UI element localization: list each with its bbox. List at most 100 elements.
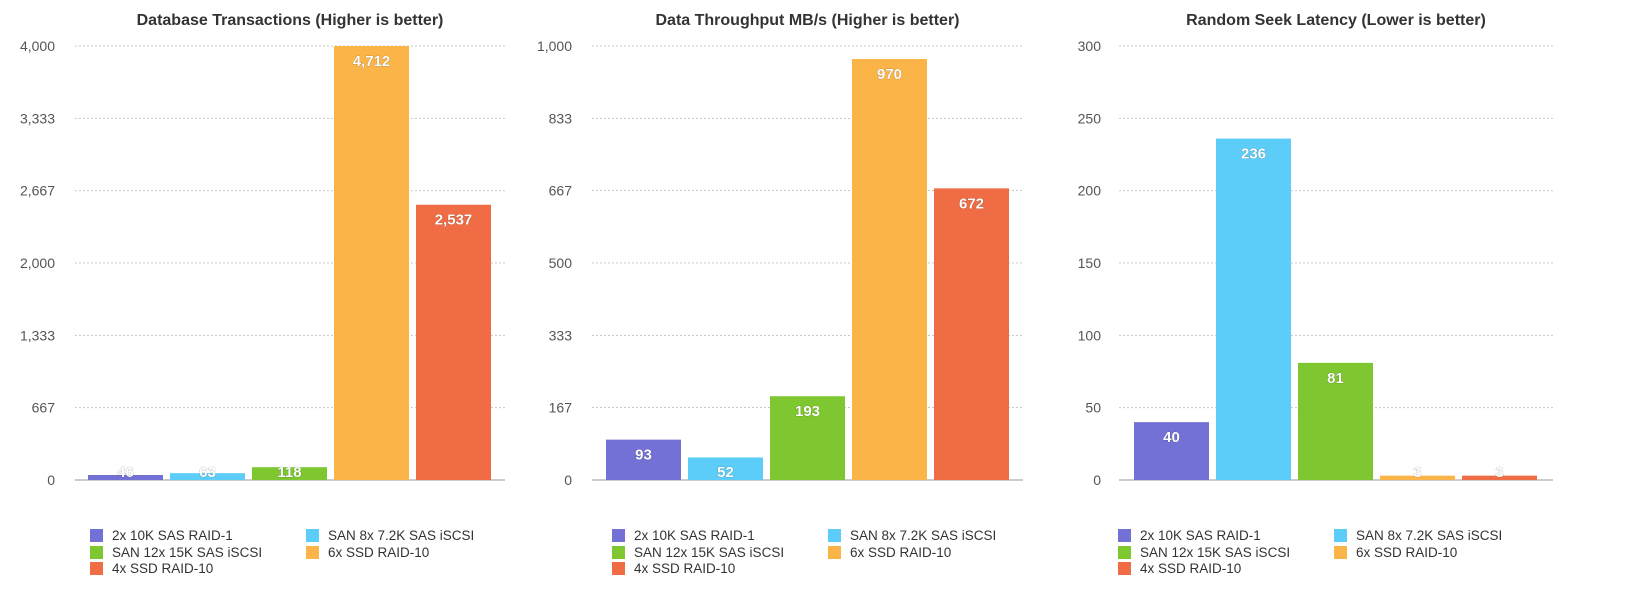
legend-label: 6x SSD RAID-10 <box>328 545 429 560</box>
legend-item: SAN 8x 7.2K SAS iSCSI <box>1334 528 1502 543</box>
data-label: 236 <box>1241 146 1266 163</box>
chart-title: Random Seek Latency (Lower is better) <box>1186 12 1486 29</box>
chart-title: Data Throughput MB/s (Higher is better) <box>656 12 960 29</box>
data-label: 3 <box>1413 464 1421 481</box>
y-tick-label: 50 <box>1085 400 1101 416</box>
legend-label: 2x 10K SAS RAID-1 <box>1140 528 1261 543</box>
y-tick-label: 200 <box>1078 183 1102 199</box>
chart-panel-1: Database Transactions (Higher is better)… <box>20 12 505 576</box>
legend-label: SAN 8x 7.2K SAS iSCSI <box>1356 528 1502 543</box>
bar-san-8x-7-2k-sas-iscsi <box>688 457 763 480</box>
data-label: 63 <box>199 464 216 481</box>
bar-san-12x-15k-sas-iscsi <box>252 467 327 480</box>
legend-label: 6x SSD RAID-10 <box>850 545 951 560</box>
legend-swatch <box>306 546 319 559</box>
legend-swatch <box>1118 562 1131 575</box>
y-tick-label: 833 <box>549 110 573 126</box>
legend-label: 4x SSD RAID-10 <box>634 561 735 576</box>
y-tick-label: 4,000 <box>20 38 55 54</box>
legend-item: 4x SSD RAID-10 <box>90 561 213 576</box>
bar-san-8x-7-2k-sas-iscsi <box>1216 138 1291 480</box>
chart-panel-3: Random Seek Latency (Lower is better) 0 50… <box>1078 12 1553 576</box>
y-tick-label: 667 <box>549 183 573 199</box>
legend-item: 2x 10K SAS RAID-1 <box>1118 528 1261 543</box>
data-label: 2,537 <box>435 212 473 229</box>
y-tick-label: 2,667 <box>20 183 55 199</box>
bar-san-12x-15k-sas-iscsi <box>770 396 845 480</box>
data-label: 4,712 <box>353 53 391 70</box>
legend-swatch <box>1118 546 1131 559</box>
bar-6x-ssd-raid-10 <box>1380 475 1455 480</box>
bar-san-8x-7-2k-sas-iscsi <box>170 473 245 480</box>
bar-4x-ssd-raid-10 <box>934 188 1009 481</box>
bar-4x-ssd-raid-10 <box>416 204 491 480</box>
data-label: 52 <box>717 464 734 481</box>
chart-panel-2: Data Throughput MB/s (Higher is better) 0… <box>537 12 1023 576</box>
data-label: 672 <box>959 195 984 212</box>
legend-label: SAN 12x 15K SAS iSCSI <box>1140 545 1290 560</box>
data-label: 93 <box>635 447 652 464</box>
legend-swatch <box>90 546 103 559</box>
data-label: 3 <box>1495 464 1503 481</box>
y-tick-label: 1,000 <box>537 38 572 54</box>
legend-item: 4x SSD RAID-10 <box>1118 561 1241 576</box>
bar-2x-10k-sas-raid-1 <box>88 475 163 480</box>
y-tick-label: 1,333 <box>20 327 55 343</box>
bar-2x-10k-sas-raid-1 <box>1134 422 1209 480</box>
legend-label: 6x SSD RAID-10 <box>1356 545 1457 560</box>
legend-label: 4x SSD RAID-10 <box>1140 561 1241 576</box>
legend-item: 6x SSD RAID-10 <box>1334 545 1457 560</box>
legend-swatch <box>90 529 103 542</box>
legend-item: SAN 12x 15K SAS iSCSI <box>612 545 784 560</box>
bar-2x-10k-sas-raid-1 <box>606 439 681 480</box>
legend-label: SAN 12x 15K SAS iSCSI <box>112 545 262 560</box>
y-tick-label: 0 <box>1093 472 1101 488</box>
legend-swatch <box>1334 546 1347 559</box>
legend-swatch <box>612 529 625 542</box>
legend-item: SAN 8x 7.2K SAS iSCSI <box>306 528 474 543</box>
legend-item: SAN 8x 7.2K SAS iSCSI <box>828 528 996 543</box>
legend-label: SAN 8x 7.2K SAS iSCSI <box>328 528 474 543</box>
legend-item: 4x SSD RAID-10 <box>612 561 735 576</box>
y-tick-label: 250 <box>1078 110 1102 126</box>
legend-label: SAN 8x 7.2K SAS iSCSI <box>850 528 996 543</box>
legend-label: SAN 12x 15K SAS iSCSI <box>634 545 784 560</box>
legend-item: SAN 12x 15K SAS iSCSI <box>1118 545 1290 560</box>
y-tick-label: 100 <box>1078 327 1102 343</box>
legend-swatch <box>90 562 103 575</box>
data-label: 46 <box>117 464 134 481</box>
y-tick-label: 150 <box>1078 255 1102 271</box>
data-label: 81 <box>1327 370 1344 387</box>
legend-swatch <box>828 546 841 559</box>
y-tick-label: 333 <box>549 327 573 343</box>
chart-title: Database Transactions (Higher is better) <box>137 12 444 29</box>
data-label: 40 <box>1163 429 1180 446</box>
y-tick-label: 3,333 <box>20 110 55 126</box>
bar-san-12x-15k-sas-iscsi <box>1298 362 1373 480</box>
legend-label: 4x SSD RAID-10 <box>112 561 213 576</box>
legend-item: SAN 12x 15K SAS iSCSI <box>90 545 262 560</box>
legend-swatch <box>1334 529 1347 542</box>
y-tick-label: 2,000 <box>20 255 55 271</box>
legend-label: 2x 10K SAS RAID-1 <box>634 528 755 543</box>
y-tick-label: 167 <box>549 400 573 416</box>
y-tick-label: 0 <box>47 472 55 488</box>
legend-swatch <box>306 529 319 542</box>
legend-label: 2x 10K SAS RAID-1 <box>112 528 233 543</box>
bar-6x-ssd-raid-10 <box>334 46 409 480</box>
y-tick-label: 300 <box>1078 38 1102 54</box>
legend-swatch <box>828 529 841 542</box>
legend-item: 2x 10K SAS RAID-1 <box>612 528 755 543</box>
y-tick-label: 0 <box>564 472 572 488</box>
data-label: 118 <box>277 464 301 481</box>
legend-swatch <box>1118 529 1131 542</box>
bar-6x-ssd-raid-10 <box>852 59 927 481</box>
data-label: 970 <box>877 66 902 83</box>
legend-swatch <box>612 546 625 559</box>
legend-item: 2x 10K SAS RAID-1 <box>90 528 233 543</box>
bar-4x-ssd-raid-10 <box>1462 475 1537 480</box>
data-label: 193 <box>795 403 820 420</box>
y-tick-label: 667 <box>32 400 56 416</box>
legend-item: 6x SSD RAID-10 <box>306 545 429 560</box>
